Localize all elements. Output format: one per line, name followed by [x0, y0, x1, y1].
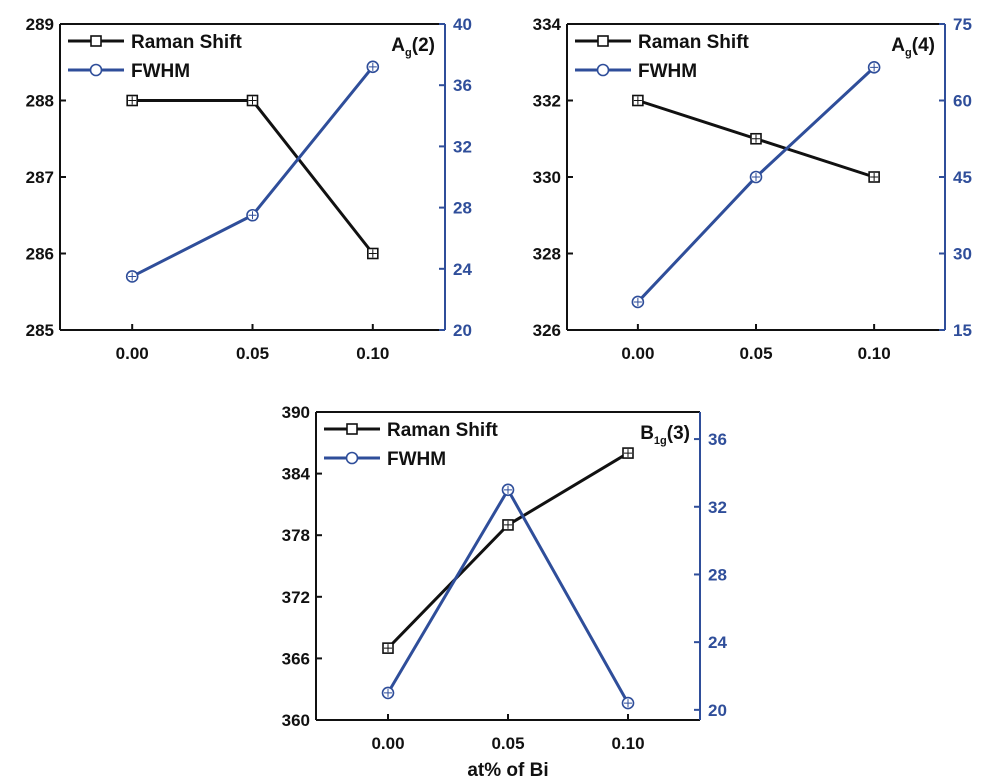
raman-shift-point-cross [128, 96, 137, 105]
right-tick-label: 36 [708, 430, 727, 449]
right-tick-label: 32 [708, 498, 727, 517]
x-axis-title: at% of Bi [467, 760, 548, 779]
right-tick-label: 24 [453, 260, 472, 279]
legend-raman-marker [597, 35, 609, 47]
legend-raman-label: Raman Shift [387, 420, 499, 441]
x-tick-label: 0.05 [739, 344, 772, 363]
fwhm-point-cross [384, 688, 392, 697]
x-tick-label: 0.10 [356, 344, 389, 363]
left-tick-label: 378 [282, 526, 310, 545]
raman-shift-point-cross [504, 520, 512, 529]
left-tick-label: 360 [282, 711, 310, 730]
right-tick-label: 20 [708, 701, 727, 720]
raman-shift-point-cross [248, 96, 257, 105]
left-tick-label: 286 [26, 245, 54, 264]
chart-panel-ag2: 285 286 287 288 289 20 24 28 32 36 40 0.00 0.05 0.10 R… [26, 15, 473, 363]
left-tick-label: 390 [282, 403, 310, 422]
right-tick-label: 20 [453, 321, 472, 340]
right-tick-label: 40 [453, 15, 472, 34]
fwhm-point-cross [633, 297, 642, 306]
right-tick-label: 32 [453, 137, 472, 156]
chart-panel-ag4: 326 328 330 332 334 15 30 45 60 75 0.00 0.05 0.10 Ram… [533, 15, 972, 363]
legend-raman-label: Raman Shift [131, 32, 243, 53]
right-tick-label: 28 [453, 199, 472, 218]
fwhm-point-cross [870, 63, 879, 72]
right-tick-label: 36 [453, 76, 472, 95]
chart-panel-b1g3: 360 366 372 378 384 390 20 24 28 32 36 0.00 0.05 0.10… [282, 403, 728, 779]
left-tick-label: 326 [533, 321, 561, 340]
legend-fwhm-label: FWHM [131, 61, 190, 82]
left-tick-label: 288 [26, 92, 54, 111]
legend-fwhm-label: FWHM [387, 449, 446, 470]
fwhm-point-cross [248, 211, 257, 220]
raman-shift-point-cross [368, 249, 377, 258]
raman-shift-line [132, 99, 374, 255]
x-tick-label: 0.05 [491, 734, 524, 753]
legend-raman-marker [346, 423, 358, 435]
left-tick-label: 384 [282, 465, 311, 484]
legend-fwhm-marker [596, 63, 610, 77]
raman-shift-point-cross [624, 449, 632, 458]
raman-shift-point-cross [752, 134, 760, 143]
left-tick-label: 334 [533, 15, 562, 34]
legend-fwhm-marker [345, 451, 359, 465]
x-tick-label: 0.10 [858, 344, 891, 363]
x-tick-label: 0.00 [116, 344, 149, 363]
x-tick-label: 0.00 [371, 734, 404, 753]
raman-shift-point-cross [870, 173, 879, 181]
right-tick-label: 15 [953, 321, 972, 340]
x-tick-label: 0.05 [236, 344, 269, 363]
legend-fwhm-marker [89, 63, 103, 77]
panel-mode-label: Ag(4) [891, 35, 935, 59]
raman-shift-point-cross [633, 96, 642, 105]
left-tick-label: 372 [282, 588, 310, 607]
fwhm-point-cross [752, 173, 760, 181]
x-tick-label: 0.10 [611, 734, 644, 753]
right-tick-label: 28 [708, 565, 727, 584]
right-tick-label: 75 [953, 15, 972, 34]
raman-shift-line [386, 451, 629, 650]
legend-raman-marker [90, 35, 102, 47]
left-tick-label: 289 [26, 15, 54, 34]
right-tick-label: 30 [953, 245, 972, 264]
right-tick-label: 60 [953, 92, 972, 111]
left-tick-label: 328 [533, 245, 561, 264]
right-tick-label: 24 [708, 633, 727, 652]
raman-shift-point-cross [384, 644, 392, 653]
right-tick-label: 45 [953, 168, 972, 187]
left-tick-label: 285 [26, 321, 54, 340]
fwhm-point-cross [624, 699, 632, 708]
fwhm-point-cross [368, 62, 377, 71]
fwhm-line [636, 66, 876, 303]
left-tick-label: 287 [26, 168, 54, 187]
fwhm-point-cross [504, 485, 512, 494]
legend-fwhm-label: FWHM [638, 61, 697, 82]
fwhm-point-cross [128, 272, 137, 281]
panel-mode-label: Ag(2) [391, 35, 435, 59]
panel-mode-label: B1g(3) [640, 423, 690, 447]
left-tick-label: 332 [533, 92, 561, 111]
x-tick-label: 0.00 [621, 344, 654, 363]
left-tick-label: 330 [533, 168, 561, 187]
legend-raman-label: Raman Shift [638, 32, 750, 53]
left-tick-label: 366 [282, 649, 310, 668]
